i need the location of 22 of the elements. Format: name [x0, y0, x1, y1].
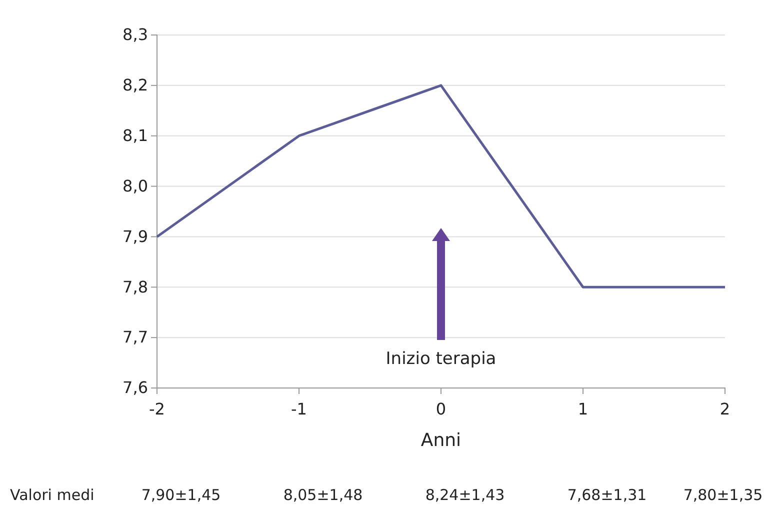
x-tick-label: 2 [720, 400, 730, 419]
y-tick-label: 8,2 [122, 76, 148, 95]
text: 8,05±1,48 [283, 486, 363, 504]
annotation: Inizio terapia [386, 349, 496, 369]
y-tick-label: 7,7 [122, 328, 148, 347]
x-axis-title: Anni [420, 430, 462, 451]
x-tick-label: 1 [578, 400, 588, 419]
text: 7,80±1,35 [683, 486, 763, 504]
text: 8,24±1,43 [425, 486, 505, 504]
y-tick-label: 8,0 [122, 176, 148, 196]
y-tick-label: 7,9 [122, 226, 148, 246]
x-tick-label: -2 [149, 400, 165, 419]
x-tick-label: 0 [436, 400, 446, 419]
line-series [156, 84, 726, 288]
text: 7,68±1,31 [567, 486, 647, 504]
y-tick-label: 7,8 [122, 277, 148, 296]
text: Valori medi [10, 486, 94, 504]
text: 7,90±1,45 [141, 486, 221, 504]
y-tick-label: 7,6 [122, 378, 148, 398]
y-tick-label: 8,3 [122, 25, 148, 44]
y-tick-label: 8,1 [122, 126, 148, 145]
x-tick-label: -1 [291, 400, 307, 419]
